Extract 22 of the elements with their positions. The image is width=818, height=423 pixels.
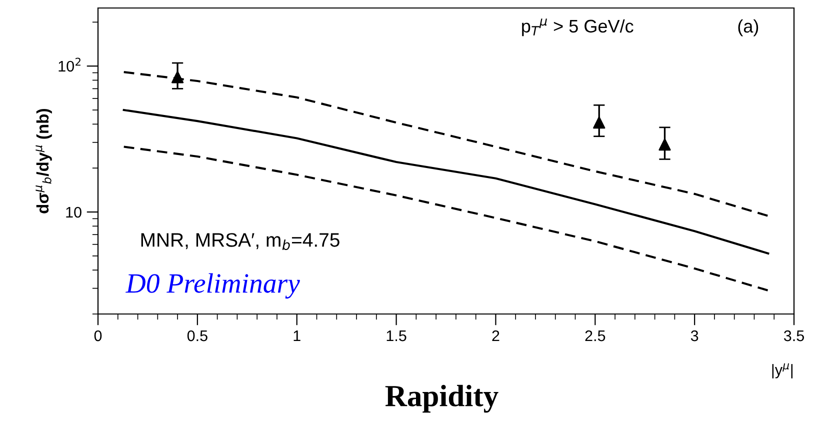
point: [658, 138, 671, 151]
x-tick-label: 3.5: [784, 330, 804, 342]
x-tick-label: 0: [94, 330, 102, 342]
y-tick-label: 10$^{2}$: [58, 58, 80, 72]
annotation: p$_{T}$$^{μ}$ > 5 GeV/c: [522, 18, 634, 36]
x-tick-label: 1: [294, 330, 300, 342]
x-tick-label: 2.5: [585, 330, 606, 342]
x-tick-label: 2: [492, 330, 500, 342]
annotation: MNR, MRSA′, m$_{b}$=4.75: [141, 233, 340, 250]
annotation: (a): [738, 19, 758, 36]
x-tick-label: 3: [690, 330, 698, 342]
y-axis-title: dσ$^{μ}$$_{b}$/dy$^{μ}$ (nb): [36, 108, 52, 214]
text: Rapidity: [385, 384, 498, 413]
x-axis-title: |y$^{μ}$|: [772, 363, 793, 378]
x-tick-label: 0.5: [187, 330, 208, 342]
point: [593, 116, 606, 129]
annotation: D0 Preliminary: [126, 273, 300, 299]
x-tick-label: 1.5: [386, 330, 406, 342]
point: [171, 71, 184, 84]
y-tick-label: 10: [66, 206, 82, 218]
line-series: [122, 108, 770, 254]
line-series: [122, 71, 770, 217]
